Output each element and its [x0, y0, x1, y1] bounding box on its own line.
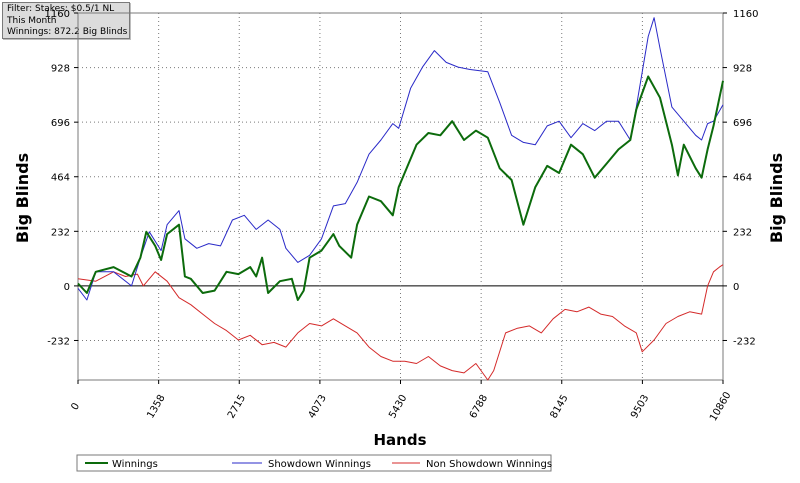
- filter-info-box: Filter: Stakes: $0.5/1 NL This Month Win…: [2, 2, 130, 39]
- x-tick-label: 10860: [708, 390, 733, 423]
- y-tick-label-left: 696: [51, 118, 70, 129]
- y-tick-label-left: 232: [51, 227, 70, 238]
- x-tick-label: 6788: [468, 393, 490, 421]
- legend-box: [76, 454, 552, 472]
- series-line-non-showdown-winnings: [77, 264, 724, 381]
- y-axis-left: -232 0 232 464 696 928 1160: [45, 9, 78, 347]
- y-axis-right: -232 0 232 464 696 928 1160: [723, 9, 758, 347]
- x-axis: 0 1358 2715 4073 5430 6788 8145 9503 10860: [69, 380, 734, 423]
- series-line-winnings: [77, 75, 724, 301]
- x-tick-label: 5430: [387, 393, 409, 421]
- series-line-showdown-winnings: [77, 17, 724, 301]
- x-tick-label: 1358: [145, 393, 167, 421]
- y-tick-label-left: 0: [64, 282, 70, 293]
- series-layer: [77, 17, 724, 381]
- y-tick-label-right: 1160: [733, 9, 758, 20]
- y-tick-label-left: 1160: [45, 9, 70, 20]
- y-axis-title-left: Big Blinds: [13, 153, 32, 243]
- y-tick-label-right: -232: [733, 336, 756, 347]
- x-tick-label: 0: [69, 401, 82, 412]
- grid-lines: [78, 13, 723, 380]
- y-tick-label-right: 232: [733, 227, 752, 238]
- y-tick-label-right: 0: [733, 282, 739, 293]
- y-tick-label-right: 464: [733, 173, 752, 184]
- y-tick-label-left: -232: [47, 336, 70, 347]
- x-axis-title: Hands: [373, 431, 426, 449]
- x-tick-label: 8145: [548, 393, 570, 421]
- filter-period-text: This Month: [7, 15, 57, 26]
- filter-stakes-text: Filter: Stakes: $0.5/1 NL: [7, 4, 115, 14]
- y-tick-label-right: 696: [733, 118, 752, 129]
- x-tick-label: 2715: [226, 393, 248, 421]
- legend-label-showdown: Showdown Winnings: [268, 459, 371, 470]
- y-tick-label-right: 928: [733, 64, 752, 75]
- y-tick-label-left: 928: [51, 64, 70, 75]
- legend: Winnings Showdown Winnings Non Showdown …: [76, 454, 552, 472]
- y-tick-label-left: 464: [51, 173, 70, 184]
- legend-label-non-showdown: Non Showdown Winnings: [426, 459, 552, 470]
- filter-winnings-text: Winnings: 872.2 Big Blinds: [7, 27, 128, 37]
- x-tick-label: 4073: [307, 393, 329, 421]
- y-axis-title-right: Big Blinds: [767, 153, 786, 243]
- x-tick-label: 9503: [629, 393, 651, 421]
- legend-label-winnings: Winnings: [112, 459, 158, 470]
